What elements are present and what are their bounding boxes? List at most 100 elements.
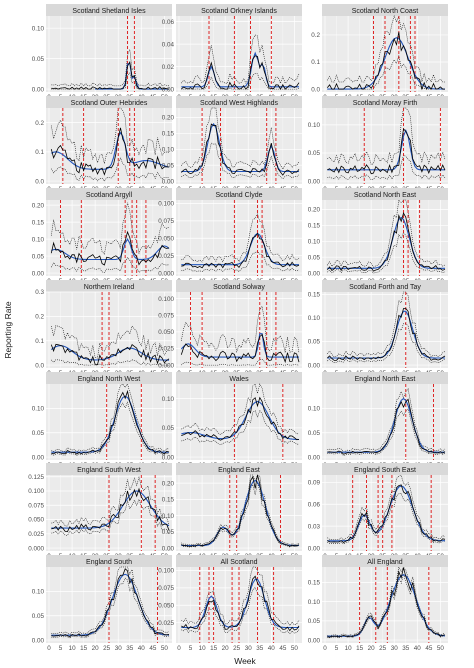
upper-interval-line	[51, 476, 170, 527]
plot-background	[322, 292, 448, 368]
y-tick-label: 0.10	[308, 122, 321, 129]
facet-title: England South	[86, 559, 132, 566]
facet-panel: Scotland Argyll0.000.050.100.150.2005101…	[32, 188, 172, 285]
y-tick-label: 0.025	[158, 253, 174, 260]
y-tick-label: 0.000	[158, 362, 174, 369]
y-tick-label: 0.075	[158, 585, 174, 592]
facet-strip	[46, 372, 172, 384]
facet-title: Wales	[229, 376, 249, 383]
plot-background	[46, 16, 172, 92]
plot-background	[322, 475, 448, 551]
x-tick-label: 5	[59, 645, 63, 652]
y-tick-label: 0.20	[162, 480, 175, 487]
smoothed-line	[51, 131, 170, 170]
y-tick-label: 0.10	[308, 406, 321, 413]
upper-interval-line	[51, 566, 170, 635]
facet-title: England South West	[77, 467, 141, 474]
y-tick-label: 0.00	[308, 454, 321, 461]
y-tick-label: 0.00	[32, 270, 45, 277]
facet-title: All Scotland	[221, 559, 258, 566]
upper-interval-line	[181, 383, 300, 435]
facet-title: Scotland West Highlands	[200, 100, 279, 107]
x-tick-label: 15	[80, 645, 88, 652]
observed-line	[327, 484, 446, 543]
y-tick-label: 0.10	[32, 406, 45, 413]
lower-interval-line	[51, 498, 170, 536]
x-tick-label: 50	[437, 645, 445, 652]
y-tick-label: 0.00	[162, 86, 175, 93]
x-tick-label: 35	[126, 645, 134, 652]
plot-background	[176, 384, 302, 460]
y-tick-label: 0.100	[28, 488, 44, 495]
y-tick-label: 0.10	[308, 239, 321, 246]
x-tick-label: 25	[233, 645, 241, 652]
observed-line	[327, 128, 446, 175]
y-tick-label: 0.20	[32, 202, 45, 209]
y-tick-label: 0.00	[308, 178, 321, 185]
y-tick-label: 0.05	[308, 254, 321, 261]
y-tick-label: 0.3	[35, 289, 44, 296]
y-tick-label: 0.02	[162, 64, 175, 71]
panels-layer: Scotland Shetland Isles0.000.050.1005101…	[28, 4, 448, 652]
plot-background	[176, 475, 302, 551]
facet-title: England North East	[355, 376, 416, 383]
y-tick-label: 0.0	[311, 86, 320, 93]
y-tick-label: 0.050	[158, 235, 174, 242]
observed-line	[50, 343, 170, 366]
y-tick-label: 0.125	[28, 474, 44, 481]
y-tick-label: 0.050	[28, 517, 44, 524]
y-tick-label: 0.10	[32, 589, 45, 596]
facet-title: Scotland Moray Firth	[353, 100, 418, 107]
y-tick-label: 0.05	[32, 430, 45, 437]
y-tick-label: 0.10	[32, 236, 45, 243]
y-tick-label: 0.15	[308, 223, 321, 230]
facet-panel: Scotland West Highlands 0.00 0.05 0.10 0.15 0…	[162, 96, 302, 193]
lower-interval-line	[327, 493, 446, 545]
y-tick-label: 0.000	[158, 270, 174, 277]
y-tick-label: 0.10	[32, 25, 45, 32]
upper-interval-line	[327, 107, 446, 166]
x-tick-label: 20	[92, 645, 100, 652]
lower-interval-line	[327, 154, 446, 181]
upper-interval-line	[181, 566, 300, 627]
y-tick-label: 0.100	[158, 568, 174, 575]
y-tick-label: 0.075	[158, 312, 174, 319]
facet-panel: England East0.000.050.100.150.2005101520…	[162, 463, 302, 560]
lower-interval-line	[327, 232, 446, 274]
plot-background	[46, 200, 172, 276]
y-tick-label: 0.00	[32, 454, 45, 461]
x-tick-label: 45	[149, 645, 157, 652]
y-tick-label: 0.09	[308, 480, 321, 487]
facet-panel: Scotland Solway 0.000 0.025 0.050 0.075 0.100…	[158, 280, 302, 377]
lower-interval-line	[181, 358, 300, 366]
y-tick-label: 0.06	[162, 19, 175, 26]
facet-panel: All Scotland 0.025 0.050 0.075 0.100 0 5 10 15 20…	[158, 555, 302, 652]
x-tick-label: 10	[345, 645, 353, 652]
facet-panel: Scotland Moray Firth0.000.050.1005101520…	[308, 96, 448, 193]
upper-interval-line	[181, 213, 300, 263]
lower-interval-line	[181, 409, 300, 445]
observed-line	[50, 230, 170, 266]
facet-panel: Scotland North Coast0.00.10.205101520253…	[311, 4, 448, 101]
upper-interval-line	[181, 305, 300, 354]
facet-strip	[46, 463, 172, 475]
y-tick-label: 0.15	[308, 580, 321, 587]
plot-background	[176, 16, 302, 92]
y-tick-label: 0.100	[158, 296, 174, 303]
y-tick-label: 0.1	[311, 59, 320, 66]
observed-line	[181, 474, 300, 547]
lower-interval-line	[327, 55, 445, 90]
y-tick-label: 0.15	[308, 292, 321, 299]
plot-background	[46, 108, 172, 184]
lower-interval-line	[51, 157, 169, 182]
y-tick-label: 0.05	[32, 253, 45, 260]
y-axis-title: Reporting Rate	[3, 301, 13, 358]
x-tick-label: 40	[268, 645, 276, 652]
facet-strip	[46, 96, 172, 108]
facet-strip	[46, 188, 172, 200]
x-tick-label: 25	[379, 645, 387, 652]
x-tick-label: 10	[199, 645, 207, 652]
y-tick-label: 0.0	[35, 362, 44, 369]
